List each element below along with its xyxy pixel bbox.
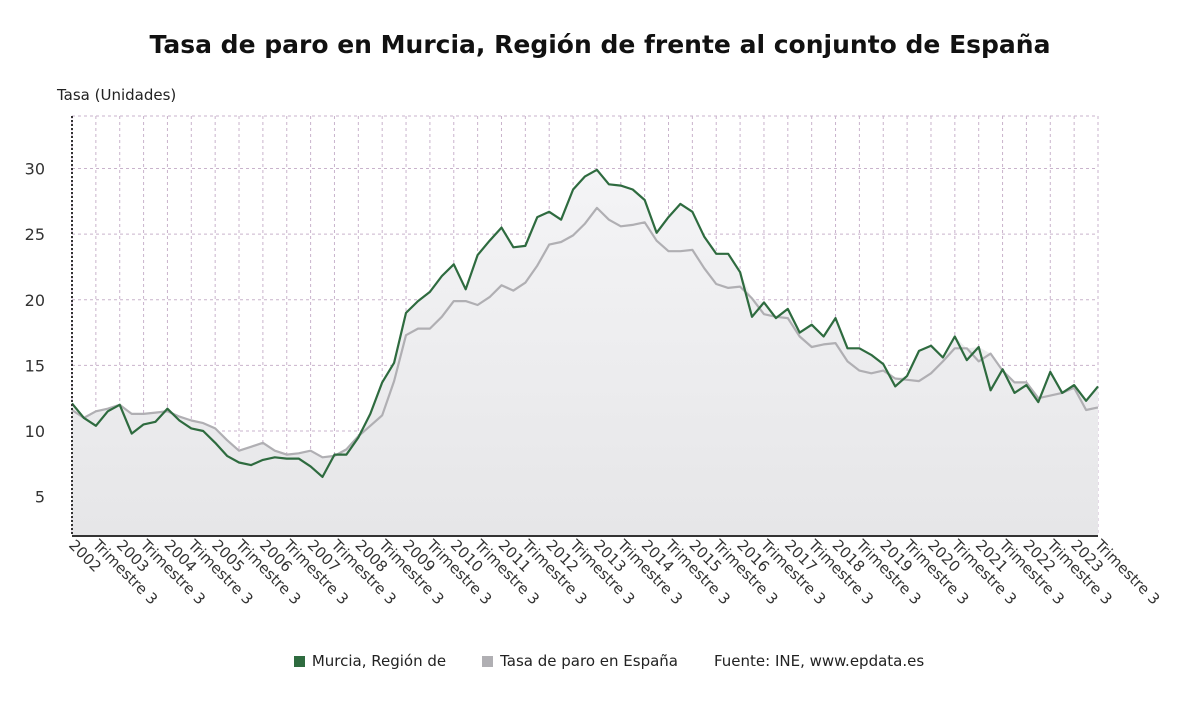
y-tick-label: 5 xyxy=(35,488,45,507)
y-tick-label: 20 xyxy=(25,291,45,310)
axes xyxy=(71,116,1098,537)
y-axis-label: Tasa (Unidades) xyxy=(57,86,177,104)
area-fill xyxy=(72,169,1098,536)
legend: Murcia, Región de Tasa de paro en España… xyxy=(0,652,1200,670)
chart-title: Tasa de paro en Murcia, Región de frente… xyxy=(149,30,1051,59)
y-tick-label: 15 xyxy=(25,356,45,375)
legend-label-murcia: Murcia, Región de xyxy=(311,652,447,670)
series-lines xyxy=(71,168,1099,478)
legend-item-murcia[interactable]: Murcia, Región de xyxy=(293,652,447,670)
y-tick-label: 10 xyxy=(25,422,45,441)
y-tick-labels: 5 10 15 20 25 30 xyxy=(25,160,45,507)
source-note: Fuente: INE, www.epdata.es xyxy=(713,652,925,670)
y-tick-label: 30 xyxy=(25,160,45,179)
y-tick-label: 25 xyxy=(25,225,45,244)
legend-swatch-murcia xyxy=(293,655,305,667)
series-line-espana[interactable] xyxy=(71,206,1099,459)
area-under-lines xyxy=(72,169,1098,536)
legend-swatch-espana xyxy=(482,655,494,667)
series-line-murcia[interactable] xyxy=(71,168,1099,478)
legend-item-espana[interactable]: Tasa de paro en España xyxy=(482,652,678,670)
legend-label-espana: Tasa de paro en España xyxy=(500,652,678,670)
